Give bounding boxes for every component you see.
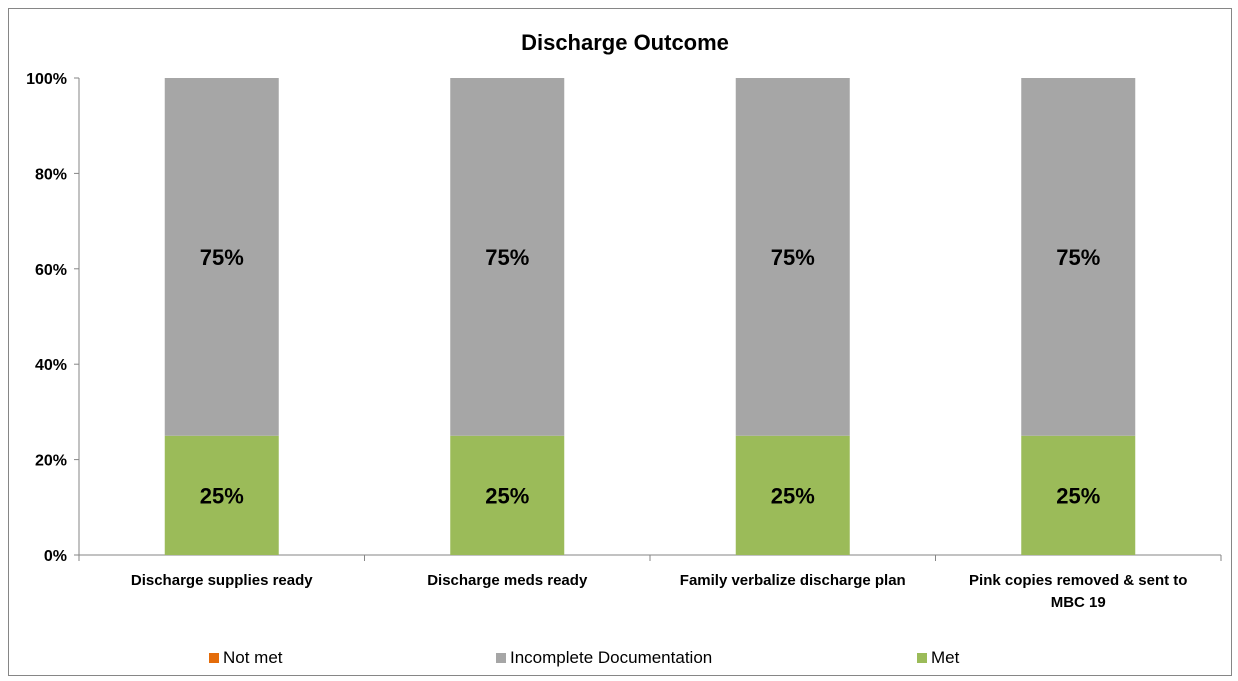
legend-label: Incomplete Documentation	[510, 648, 712, 667]
bar-met	[450, 435, 565, 555]
x-category-label: Discharge meds ready	[427, 572, 588, 589]
y-tick-label: 100%	[26, 71, 67, 88]
bar-incomplete-documentation	[450, 78, 565, 436]
x-category-label: Discharge supplies ready	[131, 572, 313, 589]
bar-met	[1021, 435, 1136, 555]
y-tick-label: 0%	[44, 548, 67, 565]
legend-swatch	[496, 653, 506, 663]
bar-incomplete-documentation	[164, 78, 279, 436]
legend-label: Not met	[223, 648, 283, 667]
legend-swatch	[209, 653, 219, 663]
y-tick-label: 60%	[35, 262, 67, 279]
x-category-label: MBC 19	[1051, 594, 1106, 611]
data-label-met: 25%	[771, 483, 815, 508]
y-tick-label: 80%	[35, 166, 67, 183]
data-label-incomplete-documentation: 75%	[1056, 245, 1100, 270]
data-label-met: 25%	[1056, 483, 1100, 508]
bar-met	[164, 435, 279, 555]
x-category-label: Family verbalize discharge plan	[680, 572, 906, 589]
data-label-incomplete-documentation: 75%	[200, 245, 244, 270]
chart-frame: Discharge Outcome 0% 20% 40% 60% 80% 100% 25% 7…	[8, 8, 1232, 676]
bar-incomplete-documentation	[735, 78, 850, 436]
y-tick-label: 20%	[35, 453, 67, 470]
y-tick-label: 40%	[35, 357, 67, 374]
legend-label: Met	[931, 648, 960, 667]
plot-area: 0% 20% 40% 60% 80% 100% 25% 75% Discharge suppli…	[26, 71, 1222, 611]
stacked-bar-chart: Discharge Outcome 0% 20% 40% 60% 80% 100% 25% 7…	[26, 30, 1222, 667]
bar-incomplete-documentation	[1021, 78, 1136, 436]
data-label-incomplete-documentation: 75%	[771, 245, 815, 270]
data-label-met: 25%	[200, 483, 244, 508]
data-label-incomplete-documentation: 75%	[485, 245, 529, 270]
data-label-met: 25%	[485, 483, 529, 508]
legend-swatch	[917, 653, 927, 663]
x-category-label: Pink copies removed & sent to	[969, 572, 1187, 589]
legend: Not met Incomplete Documentation Met	[209, 648, 960, 667]
chart-title: Discharge Outcome	[521, 30, 729, 55]
bar-met	[735, 435, 850, 555]
